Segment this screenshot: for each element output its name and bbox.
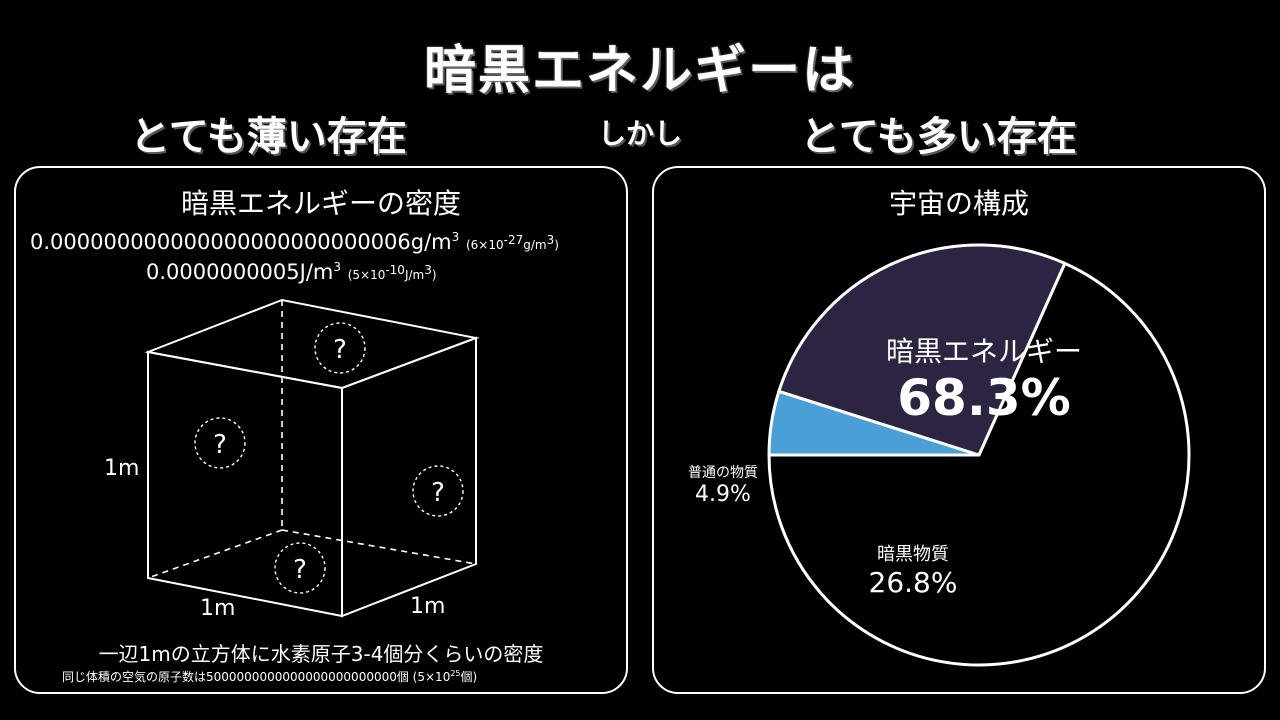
cube-height-label: 1m: [104, 456, 140, 481]
cube-diagram: ? ? ? ?: [144, 298, 480, 618]
dark-energy-value: 68.3%: [897, 369, 1071, 427]
mass-density-value: 0.000000000000000000000000006g/m: [30, 230, 452, 254]
energy-density-value: 0.0000000005J/m: [146, 260, 334, 284]
cube-front-face: [147, 350, 343, 618]
ordinary-matter-value: 4.9%: [695, 482, 751, 507]
air-comparison-note: 同じ体積の空気の原子数は5000000000000000000000000個 (…: [62, 669, 478, 684]
question-mark-right: ?: [431, 478, 445, 508]
question-circle-bottom: [274, 542, 326, 594]
connector-caption: しかし: [598, 117, 683, 150]
pie-label-dark-energy: 暗黒エネルギー 68.3%: [844, 330, 1124, 426]
composition-panel: 宇宙の構成 暗黒エネルギー 68.3% 普通の物質 4.9% 暗黒物質 26.8…: [652, 166, 1266, 694]
cube-hidden-edges: [147, 300, 477, 579]
pie-chart: [767, 243, 1191, 667]
cube-top-face: [144, 298, 480, 390]
question-circle-top: [314, 322, 366, 374]
mass-density-sci: (6×10-27g/m3): [465, 233, 559, 252]
cube-width-label: 1m: [200, 596, 236, 621]
question-mark-top: ?: [333, 335, 347, 365]
energy-density-sci: (5×10-10J/m3): [347, 263, 437, 282]
density-footnote: 一辺1mの立方体に水素原子3-4個分くらいの密度: [98, 642, 544, 666]
ordinary-matter-name: 普通の物質: [688, 465, 758, 481]
pie-slice-dark-matter: [777, 243, 1067, 457]
left-caption: とても薄い存在: [130, 114, 407, 160]
right-caption: とても多い存在: [800, 114, 1077, 160]
energy-density-line: 0.0000000005J/m3 (5×10-10J/m3): [146, 260, 437, 284]
dark-matter-name: 暗黒物質: [877, 544, 949, 565]
dark-matter-value: 26.8%: [868, 566, 958, 599]
question-circle-right: [412, 465, 464, 517]
pie-slice-dark-energy: [767, 261, 1191, 667]
composition-panel-title: 宇宙の構成: [888, 187, 1029, 220]
density-panel: 暗黒エネルギーの密度 0.000000000000000000000000006…: [14, 166, 628, 694]
mass-density-line: 0.000000000000000000000000006g/m3 (6×10-…: [30, 230, 559, 254]
question-circle-front: [194, 417, 246, 469]
mass-density-exp: 3: [451, 230, 460, 244]
question-mark-front: ?: [213, 430, 227, 460]
pie-label-dark-matter: 暗黒物質 26.8%: [838, 540, 988, 599]
question-mark-bottom: ?: [293, 555, 307, 585]
main-title: 暗黒エネルギーは: [423, 41, 856, 101]
cube-right-face: [341, 336, 477, 618]
dark-energy-name: 暗黒エネルギー: [885, 335, 1082, 368]
pie-label-ordinary-matter: 普通の物質 4.9%: [678, 462, 768, 507]
cube-depth-label: 1m: [410, 594, 446, 619]
density-panel-title: 暗黒エネルギーの密度: [180, 187, 461, 220]
energy-density-exp: 3: [333, 260, 342, 274]
